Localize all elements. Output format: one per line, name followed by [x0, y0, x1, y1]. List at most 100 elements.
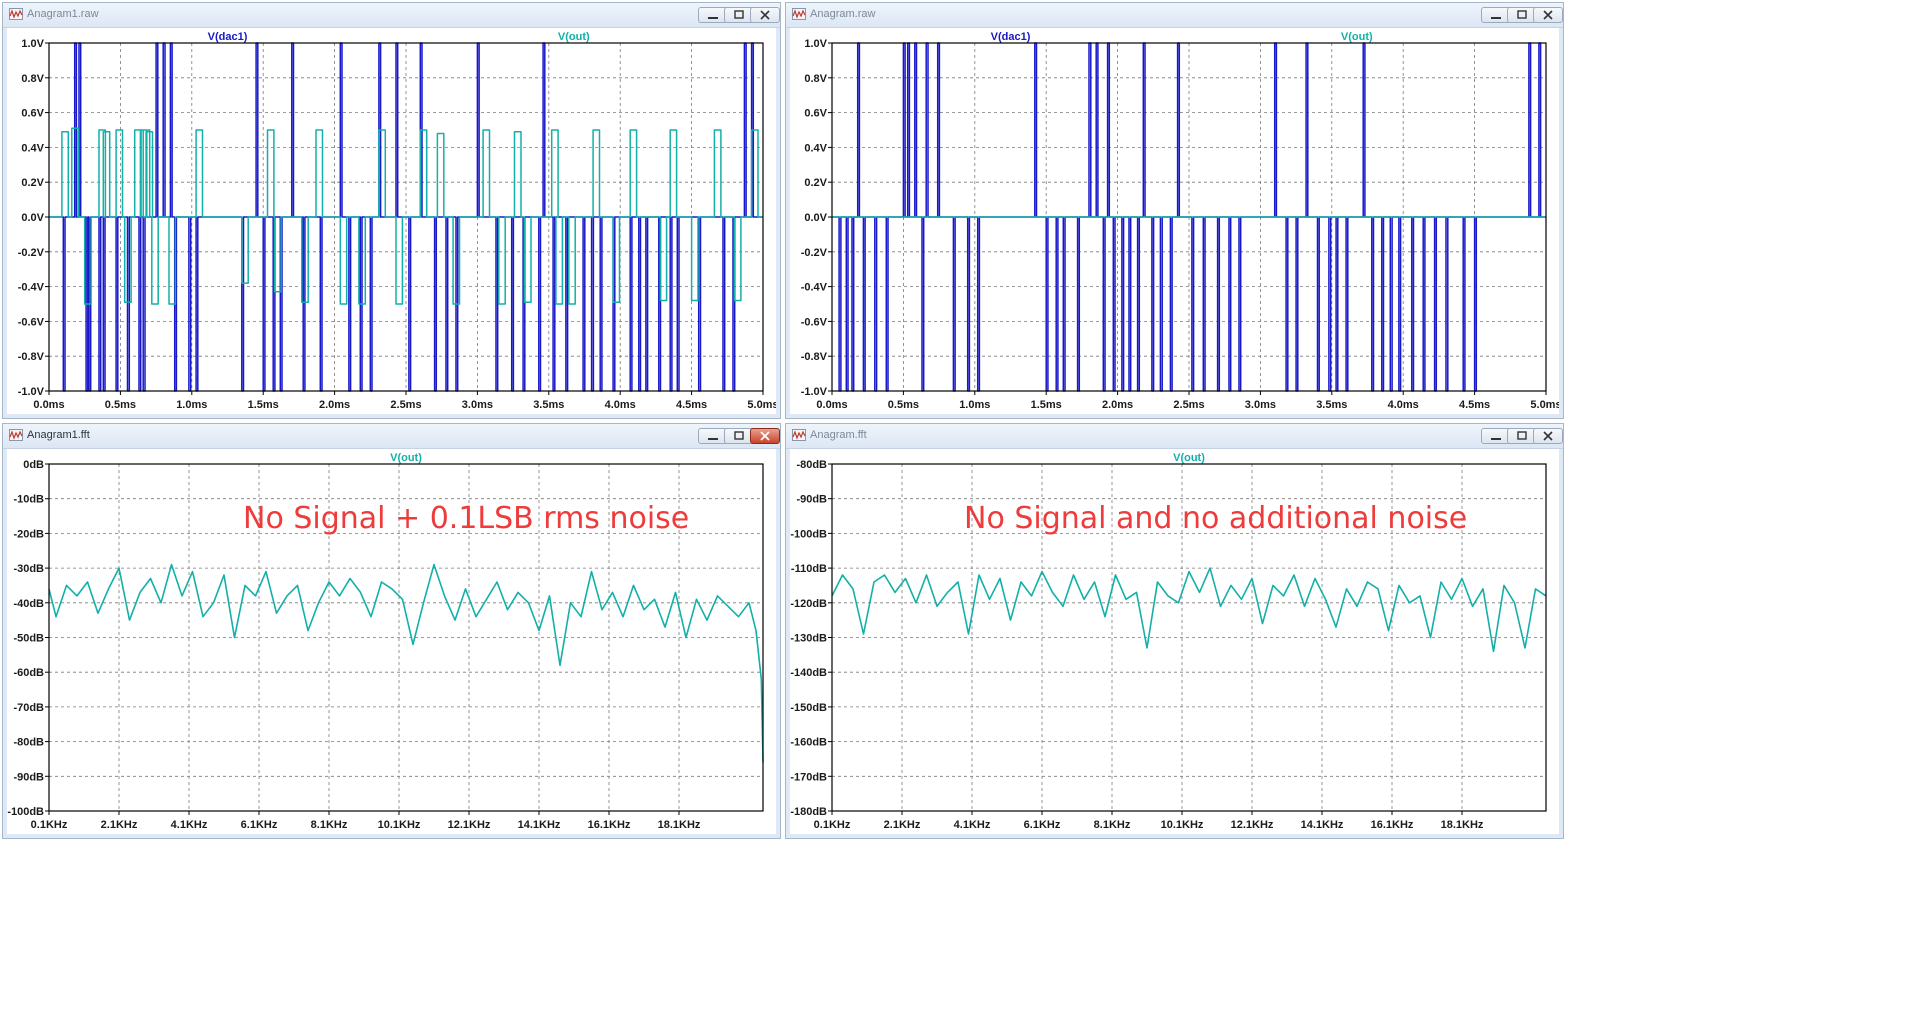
y-tick-label: -0.8V [18, 351, 45, 363]
legend-label-v-out: V(out) [558, 31, 590, 43]
y-tick-label: -0.8V [801, 351, 828, 363]
plot-area[interactable]: 0.0ms 0.5ms 1.0ms 1.5ms 2.0ms 2.5ms 3.0ms 3.5ms… [790, 28, 1559, 414]
y-tick-label: 1.0V [804, 38, 827, 50]
x-tick-label: 16.1KHz [1371, 819, 1414, 831]
y-tick-label: -170dB [790, 771, 827, 783]
legend-label-v-out: V(out) [1341, 31, 1373, 43]
waveform-window-anagram1-raw[interactable]: Anagram1.raw 0.0ms 0.5ms 1.0ms 1.5ms 2.0ms 2.… [2, 2, 781, 419]
x-tick-label: 0.1KHz [31, 819, 68, 831]
y-tick-label: 0dB [23, 459, 44, 471]
y-tick-label: 0.6V [804, 108, 827, 120]
x-tick-label: 1.0ms [959, 399, 990, 411]
legend-label-v-dac1: V(dac1) [991, 31, 1031, 43]
close-button[interactable] [750, 7, 780, 23]
y-tick-label: -0.4V [18, 282, 45, 294]
minimize-icon [1491, 17, 1501, 19]
x-tick-label: 2.5ms [1173, 399, 1204, 411]
x-tick-label: 2.0ms [319, 399, 350, 411]
plot-frame [831, 463, 1547, 812]
x-tick-label: 8.1KHz [311, 819, 348, 831]
y-tick-label: -1.0V [18, 386, 45, 398]
y-tick-label: -30dB [13, 563, 44, 575]
legend-label-v-out: V(out) [390, 452, 422, 464]
y-tick-label: -0.4V [801, 282, 828, 294]
maximize-icon [734, 10, 744, 19]
x-tick-label: 0.0ms [33, 399, 64, 411]
x-tick-label: 4.5ms [676, 399, 707, 411]
x-tick-label: 1.0ms [176, 399, 207, 411]
y-tick-label: -150dB [790, 702, 827, 714]
x-tick-label: 3.5ms [1316, 399, 1347, 411]
x-tick-label: 2.1KHz [101, 819, 138, 831]
plot-area[interactable]: 0.1KHz 2.1KHz 4.1KHz 6.1KHz 8.1KHz 10.1KHz 12.… [7, 449, 776, 834]
y-tick-label: 0.4V [21, 142, 44, 154]
x-tick-label: 5.0ms [1530, 399, 1559, 411]
x-tick-label: 2.1KHz [884, 819, 921, 831]
x-tick-label: 4.5ms [1459, 399, 1490, 411]
x-tick-label: 4.0ms [605, 399, 636, 411]
x-tick-label: 2.0ms [1102, 399, 1133, 411]
x-tick-label: 14.1KHz [1301, 819, 1344, 831]
y-tick-label: -50dB [13, 633, 44, 645]
x-tick-label: 6.1KHz [241, 819, 278, 831]
y-tick-label: -0.6V [18, 316, 45, 328]
minimize-button[interactable] [1481, 7, 1511, 23]
fft-window-anagram1[interactable]: Anagram1.fft 0.1KHz 2.1KHz 4.1KHz 6.1KHz 8.1… [2, 423, 781, 839]
y-tick-label: -130dB [790, 633, 827, 645]
y-tick-label: -90dB [13, 771, 44, 783]
y-tick-label: 0.0V [21, 212, 44, 224]
y-tick-label: -60dB [13, 667, 44, 679]
y-tick-label: -110dB [791, 563, 827, 575]
y-tick-label: -90dB [796, 494, 827, 506]
close-button[interactable] [750, 428, 780, 444]
x-tick-label: 10.1KHz [378, 819, 421, 831]
y-tick-label: 0.4V [804, 142, 827, 154]
plot-area[interactable]: 0.0ms 0.5ms 1.0ms 1.5ms 2.0ms 2.5ms 3.0ms 3.5ms… [7, 28, 776, 414]
title-bar[interactable]: Anagram.raw [786, 3, 1563, 28]
y-tick-label: 0.8V [804, 73, 827, 85]
window-title: Anagram.raw [810, 8, 876, 20]
x-tick-label: 0.5ms [105, 399, 136, 411]
window-title: Anagram.fft [810, 429, 867, 441]
x-tick-label: 3.0ms [1245, 399, 1276, 411]
close-button[interactable] [1533, 428, 1563, 444]
minimize-icon [1491, 438, 1501, 440]
y-tick-label: -100dB [790, 528, 827, 540]
plot-area[interactable]: 0.1KHz 2.1KHz 4.1KHz 6.1KHz 8.1KHz 10.1KHz 12.… [790, 449, 1559, 834]
y-tick-label: -70dB [13, 702, 44, 714]
title-bar[interactable]: Anagram.fft [786, 424, 1563, 449]
plot-frame [48, 463, 764, 812]
x-tick-label: 1.5ms [248, 399, 279, 411]
title-bar[interactable]: Anagram1.fft [3, 424, 780, 449]
waveform-chart[interactable]: 0.0ms 0.5ms 1.0ms 1.5ms 2.0ms 2.5ms 3.0ms 3.5ms… [7, 28, 776, 414]
fft-chart[interactable]: 0.1KHz 2.1KHz 4.1KHz 6.1KHz 8.1KHz 10.1KHz 12.… [7, 449, 776, 834]
y-tick-label: -0.2V [801, 247, 828, 259]
waveform-app-icon [792, 8, 806, 20]
x-tick-label: 0.5ms [888, 399, 919, 411]
close-button[interactable] [1533, 7, 1563, 23]
x-tick-label: 6.1KHz [1024, 819, 1061, 831]
y-tick-label: 1.0V [21, 38, 44, 50]
y-tick-label: 0.2V [21, 177, 44, 189]
fft-chart[interactable]: 0.1KHz 2.1KHz 4.1KHz 6.1KHz 8.1KHz 10.1KHz 12.… [790, 449, 1559, 834]
series-line-v-out [49, 127, 763, 305]
window-title: Anagram1.raw [27, 8, 99, 20]
maximize-icon [1517, 431, 1527, 440]
x-tick-label: 1.5ms [1031, 399, 1062, 411]
waveform-app-icon [9, 429, 23, 441]
legend-label-v-dac1: V(dac1) [208, 31, 248, 43]
x-tick-label: 3.0ms [462, 399, 493, 411]
y-tick-label: 0.8V [21, 73, 44, 85]
y-tick-label: -160dB [790, 737, 827, 749]
waveform-chart[interactable]: 0.0ms 0.5ms 1.0ms 1.5ms 2.0ms 2.5ms 3.0ms 3.5ms… [790, 28, 1559, 414]
plot-annotation: No Signal and no additional noise [964, 501, 1468, 536]
legend-label-v-out: V(out) [1173, 452, 1205, 464]
title-bar[interactable]: Anagram1.raw [3, 3, 780, 28]
maximize-icon [1517, 10, 1527, 19]
waveform-window-anagram-raw[interactable]: Anagram.raw 0.0ms 0.5ms 1.0ms 1.5ms 2.0ms 2.5… [785, 2, 1564, 419]
fft-window-anagram[interactable]: Anagram.fft 0.1KHz 2.1KHz 4.1KHz 6.1KHz 8.1K… [785, 423, 1564, 839]
plot-annotation: No Signal + 0.1LSB rms noise [243, 501, 690, 536]
close-icon [1543, 431, 1553, 441]
x-tick-label: 12.1KHz [1231, 819, 1274, 831]
x-tick-label: 8.1KHz [1094, 819, 1131, 831]
